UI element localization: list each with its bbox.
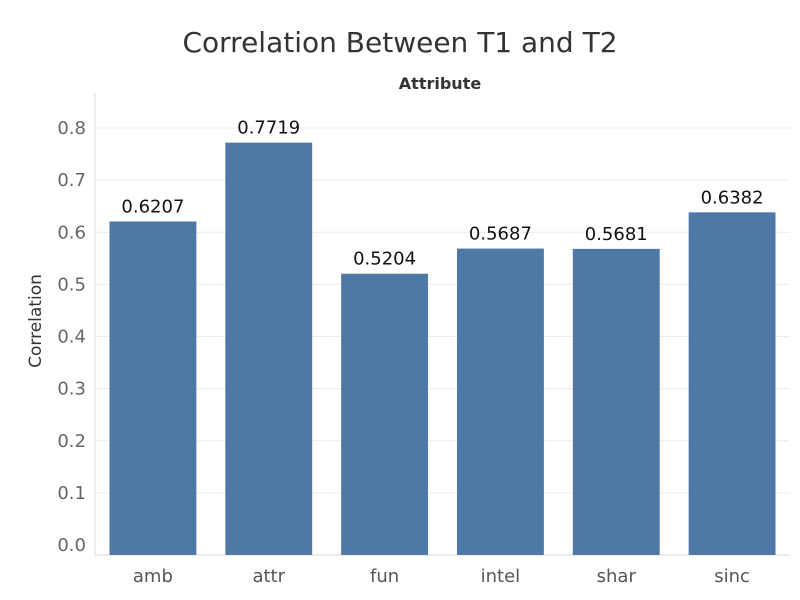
data-label-fun: 0.5204 <box>353 249 416 270</box>
bar-shar <box>572 248 660 555</box>
x-tick-label-fun: fun <box>370 566 399 587</box>
x-tick-label-amb: amb <box>133 566 173 587</box>
y-tick-label: 0.2 <box>57 431 86 452</box>
bar-intel <box>456 248 544 555</box>
y-tick-label: 0.0 <box>57 535 86 556</box>
y-tick-label: 0.7 <box>57 170 86 191</box>
x-tick-label-intel: intel <box>481 566 521 587</box>
y-tick-label: 0.4 <box>57 327 86 348</box>
bar-fun <box>341 273 429 555</box>
x-tick-label-shar: shar <box>597 566 637 587</box>
bar-sinc <box>688 212 776 555</box>
x-tick-label-sinc: sinc <box>714 566 750 587</box>
y-ticks: 0.0 0.1 0.2 0.3 0.4 0.5 0.6 0.7 0.8 <box>57 118 86 556</box>
y-axis-label: Correlation <box>26 274 46 368</box>
y-tick-label: 0.1 <box>57 483 86 504</box>
data-label-shar: 0.5681 <box>585 224 648 245</box>
chart-title: Correlation Between T1 and T2 <box>182 26 617 59</box>
y-tick-label: 0.8 <box>57 118 86 139</box>
y-tick-label: 0.5 <box>57 274 86 295</box>
gridlines <box>95 127 790 494</box>
x-ticks: amb attr fun intel shar sinc <box>133 566 750 587</box>
bars <box>109 142 776 555</box>
column-header: Attribute <box>399 74 482 93</box>
data-labels: 0.6207 0.7719 0.5204 0.5687 0.5681 0.6382 <box>121 118 763 270</box>
data-label-attr: 0.7719 <box>237 118 300 139</box>
x-tick-label-attr: attr <box>252 566 285 587</box>
y-tick-label: 0.6 <box>57 222 86 243</box>
data-label-amb: 0.6207 <box>121 196 184 217</box>
data-label-intel: 0.5687 <box>469 224 532 245</box>
data-label-sinc: 0.6382 <box>701 187 764 208</box>
y-tick-label: 0.3 <box>57 379 86 400</box>
bar-attr <box>225 142 313 555</box>
bar-amb <box>109 221 197 555</box>
